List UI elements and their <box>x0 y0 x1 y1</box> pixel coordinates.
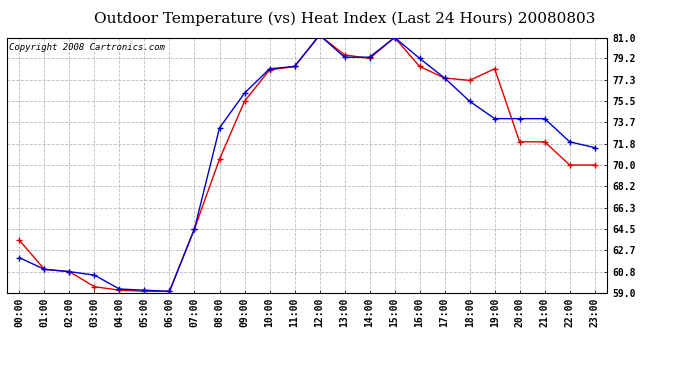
Text: Copyright 2008 Cartronics.com: Copyright 2008 Cartronics.com <box>9 43 165 52</box>
Text: Outdoor Temperature (vs) Heat Index (Last 24 Hours) 20080803: Outdoor Temperature (vs) Heat Index (Las… <box>95 11 595 26</box>
